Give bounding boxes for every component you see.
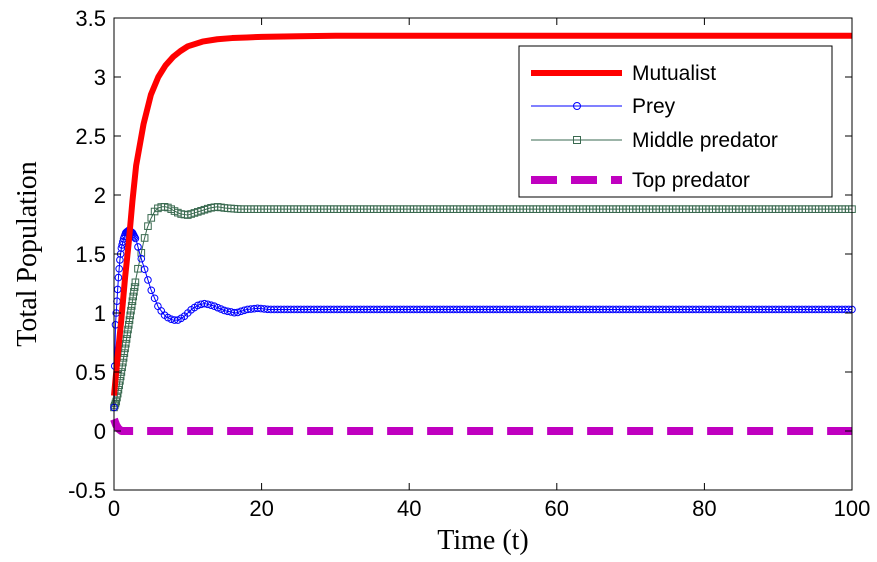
legend-label: Prey bbox=[632, 95, 676, 118]
x-tick-label: 60 bbox=[545, 496, 569, 521]
data-point bbox=[125, 316, 134, 324]
series-prey bbox=[110, 226, 856, 412]
series-middle-predator bbox=[110, 203, 856, 412]
data-point bbox=[114, 273, 123, 282]
data-point bbox=[233, 308, 242, 317]
data-point bbox=[120, 349, 129, 357]
x-axis-title: Time (t) bbox=[437, 525, 529, 556]
data-point bbox=[129, 292, 137, 301]
data-point bbox=[203, 300, 212, 309]
y-tick-label: 1 bbox=[94, 301, 106, 326]
data-point bbox=[213, 303, 222, 312]
data-point bbox=[128, 297, 137, 305]
legend-item: Mutualist bbox=[531, 62, 716, 85]
y-tick-label: -0.5 bbox=[68, 478, 106, 503]
data-point bbox=[193, 301, 202, 310]
y-tick-label: 2 bbox=[94, 183, 106, 208]
data-point bbox=[127, 306, 135, 315]
data-point bbox=[147, 286, 156, 295]
data-point bbox=[140, 234, 149, 242]
data-point bbox=[210, 302, 219, 311]
legend-label: Top predator bbox=[632, 169, 750, 192]
data-point bbox=[111, 399, 120, 408]
y-tick-label: 3.5 bbox=[75, 6, 106, 31]
legend-item: Top predator bbox=[531, 169, 750, 192]
y-tick-label: 2.5 bbox=[75, 124, 106, 149]
legend-box bbox=[518, 45, 833, 198]
series-layer bbox=[110, 32, 856, 435]
y-tick-label: 0 bbox=[94, 419, 106, 444]
y-tick-label: 3 bbox=[94, 65, 106, 90]
data-point bbox=[126, 311, 135, 320]
series-mutualist bbox=[111, 32, 852, 396]
data-point bbox=[140, 265, 149, 274]
ticks-layer: 0 20 40 60 80 100-0.500.511.522.533.5 bbox=[68, 6, 870, 521]
data-point bbox=[123, 330, 132, 339]
series-top-predator bbox=[110, 417, 852, 435]
legend-item: Middle predator bbox=[531, 129, 778, 152]
series-line bbox=[110, 417, 852, 435]
data-point bbox=[237, 307, 245, 316]
data-point bbox=[137, 254, 146, 263]
data-point bbox=[131, 278, 140, 287]
y-tick-label: 0.5 bbox=[75, 360, 106, 385]
y-tick-label: 1.5 bbox=[75, 242, 106, 267]
x-tick-label: 0 bbox=[108, 496, 120, 521]
data-point bbox=[144, 222, 152, 230]
data-point bbox=[115, 264, 123, 273]
data-point bbox=[124, 325, 132, 334]
data-point bbox=[116, 256, 124, 264]
data-point bbox=[134, 243, 142, 251]
data-point bbox=[217, 305, 225, 313]
data-point bbox=[144, 276, 152, 284]
legend-label: Middle predator bbox=[632, 129, 778, 152]
data-point bbox=[121, 344, 129, 353]
data-point bbox=[150, 294, 159, 303]
legend: Mutualist Prey Middle predator Top predator bbox=[518, 45, 833, 198]
legend-marker bbox=[573, 136, 581, 144]
x-tick-label: 20 bbox=[249, 496, 273, 521]
y-axis-title: Total Population bbox=[12, 161, 43, 346]
data-point bbox=[124, 321, 133, 329]
data-point bbox=[122, 335, 131, 343]
x-tick-label: 100 bbox=[834, 496, 871, 521]
data-point bbox=[137, 249, 146, 257]
data-point bbox=[130, 287, 138, 296]
data-point bbox=[130, 283, 139, 291]
legend-label: Mutualist bbox=[632, 62, 716, 85]
data-point bbox=[122, 339, 130, 348]
data-point bbox=[207, 301, 215, 310]
x-tick-label: 80 bbox=[692, 496, 716, 521]
data-point bbox=[127, 302, 136, 310]
series-line bbox=[111, 32, 852, 396]
legend-marker bbox=[573, 102, 581, 110]
x-tick-label: 40 bbox=[397, 496, 421, 521]
legend-item: Prey bbox=[531, 95, 676, 118]
